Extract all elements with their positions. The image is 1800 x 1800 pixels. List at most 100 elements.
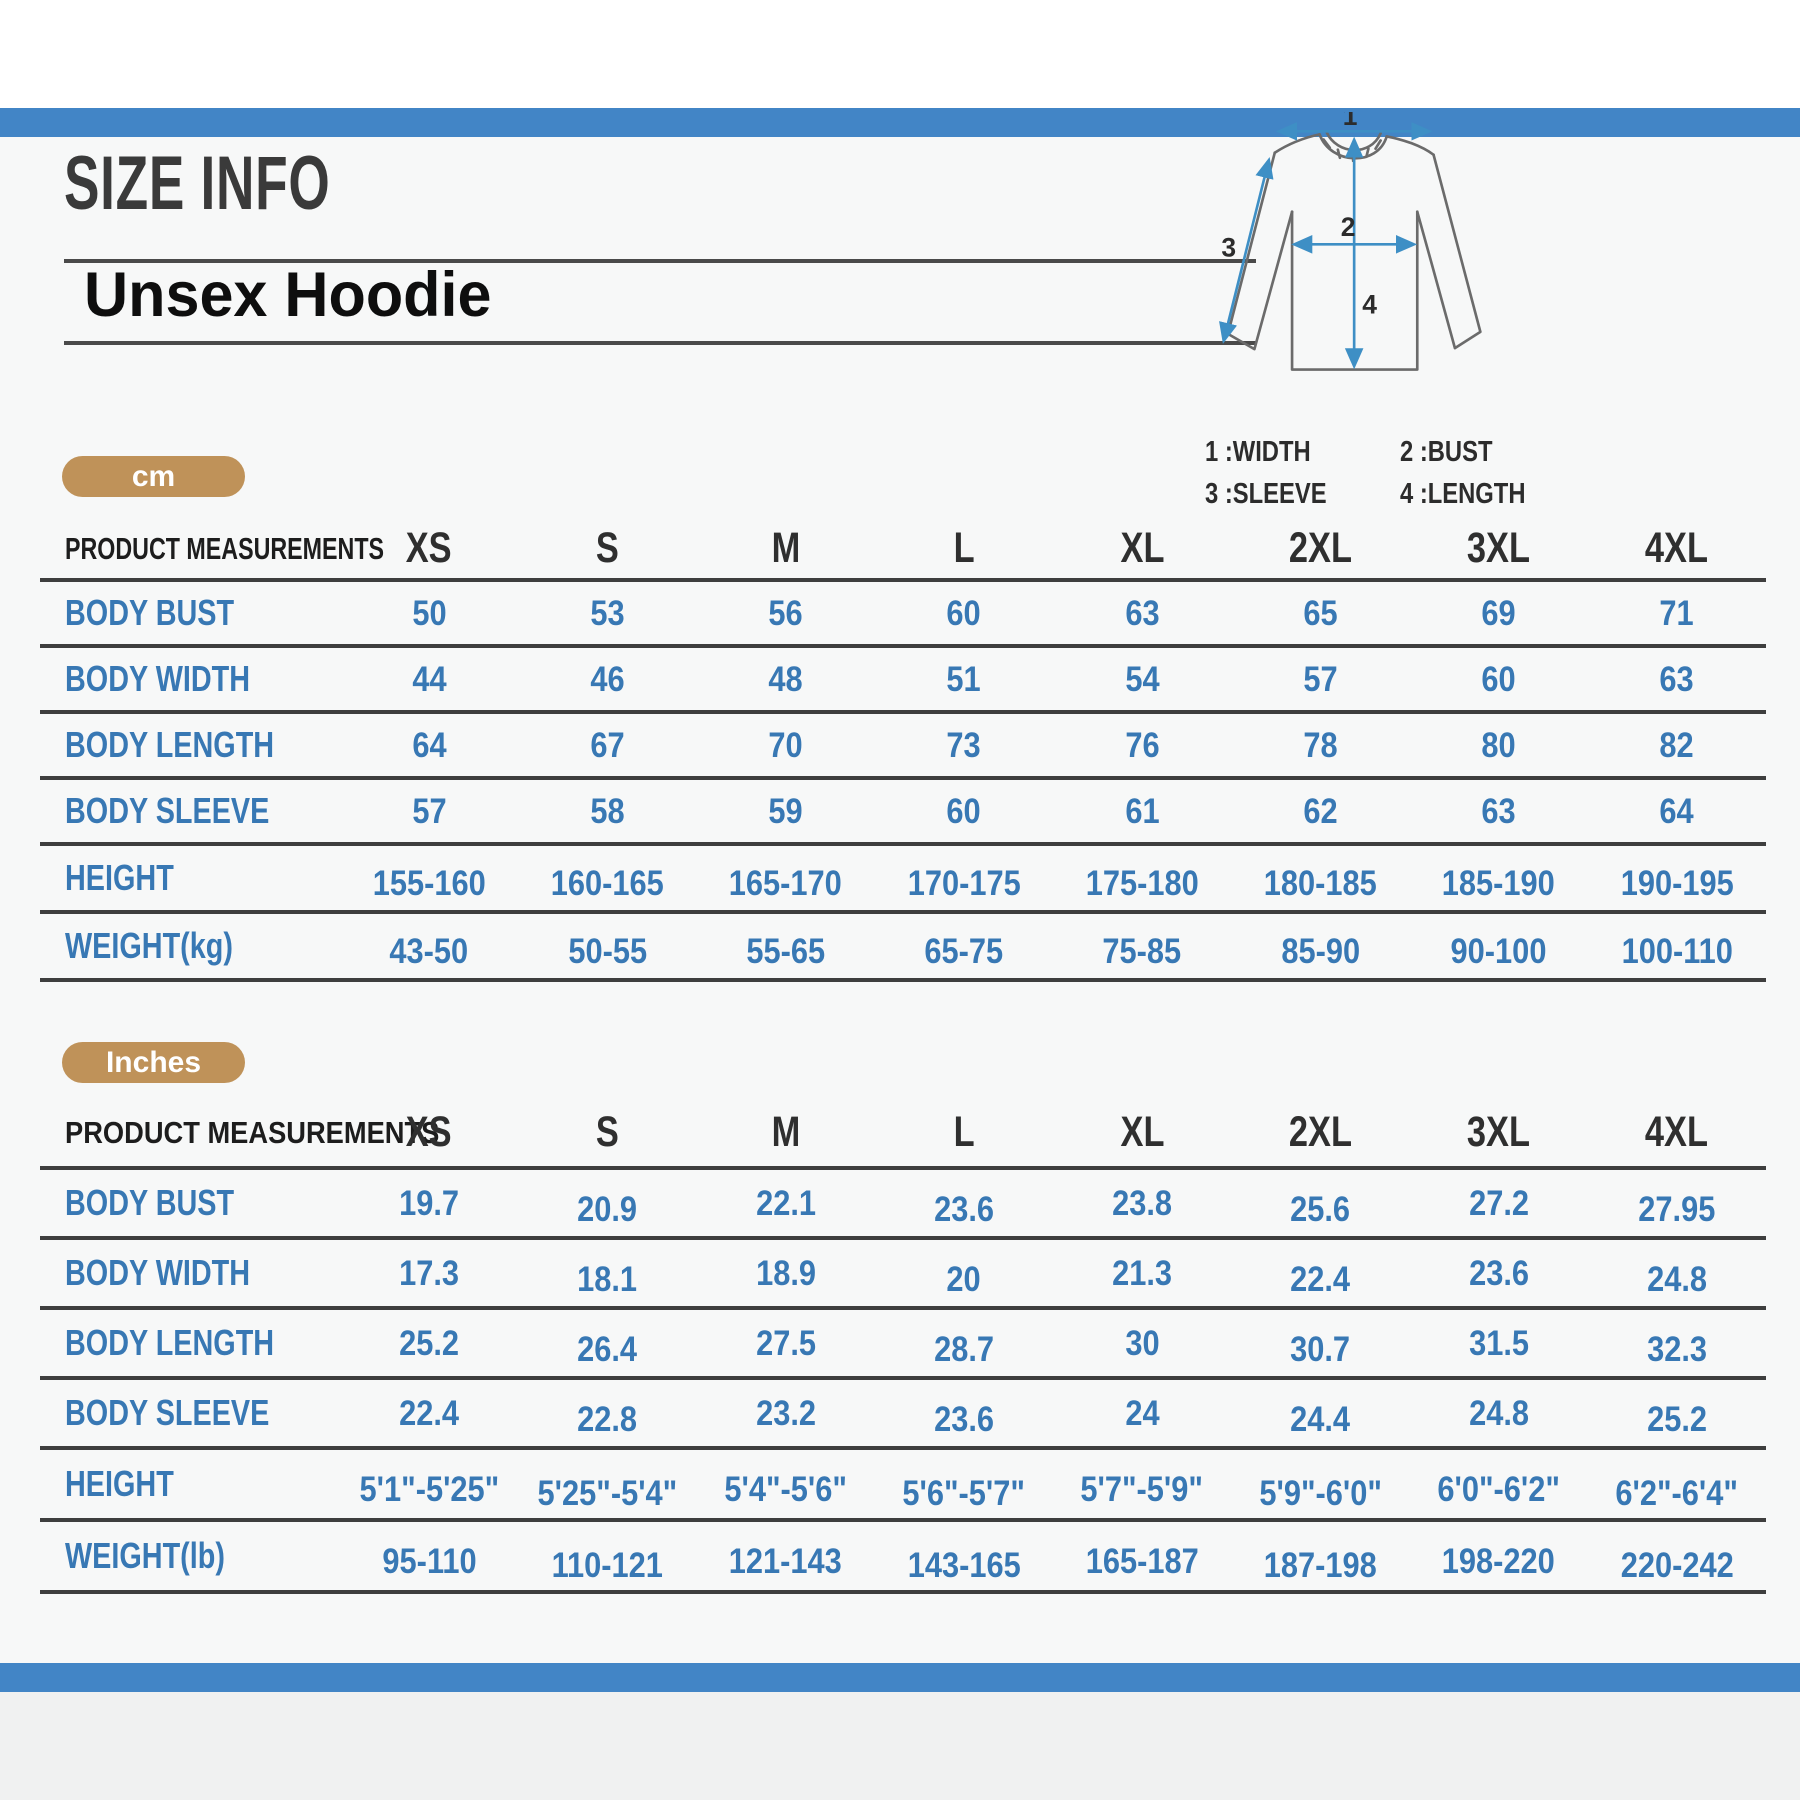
value-cell: 22.8 [518,1396,696,1437]
unit-badge-cm: cm [62,456,245,497]
value-cell: 185-190 [1410,861,1588,901]
table-row: BODY SLEEVE 22.4 22.8 23.2 23.6 24 24.4 24.8 25.… [40,1380,1766,1450]
value-cell-text: 190-195 [1620,863,1734,903]
arrow-label-sleeve: 3 [1221,233,1236,263]
value-cell: 175-180 [1053,861,1231,901]
arrow-label-length: 4 [1362,290,1377,320]
value-cell: 27.2 [1410,1186,1588,1221]
value-cell-text: 5'4"-5'6" [724,1469,847,1509]
size-header: S [518,1110,696,1154]
value-cell: 44 [340,662,518,697]
value-cell-text: 61 [1124,791,1160,831]
value-cell: 5'7"-5'9" [1053,1467,1231,1507]
value-cell-text: 73 [946,725,982,765]
value-cell: 53 [518,596,696,631]
value-cell-text: 24.4 [1290,1399,1351,1439]
value-cell-text: 22.1 [755,1183,816,1223]
value-cell-text: 5'6"-5'7" [902,1473,1026,1513]
value-cell: 5'6"-5'7" [875,1467,1053,1511]
value-cell-text: 24.8 [1468,1393,1529,1433]
value-cell: 160-165 [518,861,696,901]
row-label: BODY BUST [40,595,340,631]
row-label: WEIGHT(kg) [40,928,340,964]
value-cell: 75-85 [1053,929,1231,969]
size-header-text: XL [1120,1107,1165,1156]
page-title: SIZE INFO [64,146,445,222]
value-cell: 30.7 [1231,1326,1409,1367]
value-cell: 165-187 [1053,1539,1231,1579]
value-cell: 58 [518,794,696,829]
value-cell-text: 23.8 [1112,1183,1173,1223]
value-cell-text: 65 [1303,593,1338,633]
value-cell: 23.6 [1410,1256,1588,1291]
value-cell-text: 67 [590,725,625,765]
size-header: 2XL [1231,1107,1409,1156]
value-cell-text: 20.9 [577,1189,638,1229]
size-header-text: 2XL [1288,523,1352,572]
value-cell: 22.1 [697,1186,875,1221]
value-cell-text: 143-165 [907,1545,1021,1585]
value-cell: 55-65 [697,929,875,969]
value-cell: 24.8 [1588,1256,1766,1297]
legend-sleeve: 3 :SLEEVE [1205,478,1327,510]
value-cell-text: 180-185 [1263,863,1377,903]
value-cell-text: 5'25"-5'4" [537,1473,678,1513]
top-accent-bar [0,108,1800,137]
measurements-header-text: PRODUCT MEASUREMENTS [65,530,385,566]
value-cell: 100-110 [1588,929,1766,969]
measurement-arrows [1219,122,1433,370]
value-cell-text: 5'9"-6'0" [1259,1473,1382,1513]
value-cell: 5'25"-5'4" [518,1467,696,1511]
row-label-text: BODY WIDTH [65,658,251,699]
value-cell-text: 90-100 [1450,931,1547,971]
table-row: BODY SLEEVE 57 58 59 60 61 62 63 64 [40,780,1766,846]
product-name: Unsex Hoodie [84,264,504,327]
size-header: L [875,526,1053,570]
value-cell: 51 [875,662,1053,697]
table-row: HEIGHT 155-160 160-165 165-170 170-175 175-18… [40,846,1766,914]
value-cell-text: 100-110 [1621,931,1733,971]
value-cell: 17.3 [340,1256,518,1291]
value-cell-text: 48 [768,659,803,699]
value-cell-text: 44 [411,659,447,699]
value-cell-text: 59 [768,791,803,831]
value-cell-text: 27.2 [1468,1183,1529,1223]
size-header-text: 2XL [1288,1107,1352,1156]
value-cell-text: 165-170 [729,863,843,903]
page-title-text: SIZE INFO [64,141,331,226]
size-header: 2XL [1231,523,1409,572]
value-cell: 59 [697,794,875,829]
value-cell: 69 [1410,596,1588,631]
value-cell-text: 22.8 [577,1399,638,1439]
value-cell-text: 75-85 [1102,931,1182,971]
value-cell: 143-165 [875,1539,1053,1583]
value-cell-text: 46 [590,659,625,699]
table-row: BODY BUST 19.7 20.9 22.1 23.6 23.8 25.6 27.2 27.… [40,1170,1766,1240]
measurements-header: PRODUCT MEASUREMENTS [40,533,384,564]
value-cell-text: 25.2 [399,1323,460,1363]
value-cell-text: 20 [946,1259,982,1299]
value-cell-text: 69 [1481,593,1516,633]
table-row: BODY WIDTH 17.3 18.1 18.9 20 21.3 22.4 23.6 24.8 [40,1240,1766,1310]
value-cell: 190-195 [1588,861,1766,901]
table-row: WEIGHT(kg) 43-50 50-55 55-65 65-75 75-85 85-90… [40,914,1766,982]
value-cell-text: 50 [411,593,447,633]
value-cell: 60 [875,596,1053,631]
top-margin [0,0,1800,108]
value-cell-text: 23.6 [933,1399,994,1439]
size-header: 3XL [1410,526,1588,570]
value-cell: 23.6 [875,1396,1053,1437]
value-cell-text: 170-175 [907,863,1021,903]
value-cell: 95-110 [340,1539,518,1579]
value-cell: 27.5 [697,1326,875,1361]
value-cell: 80 [1410,728,1588,763]
bottom-margin [0,1692,1800,1800]
size-header: S [518,526,696,570]
value-cell: 21.3 [1053,1256,1231,1291]
value-cell-text: 57 [411,791,447,831]
size-header-text: XL [1120,523,1165,572]
size-header-text: L [953,1107,975,1156]
size-table-inches: PRODUCT MEASUREMENTS XS S M L XL 2XL 3XL 4XL BODY… [40,1098,1766,1594]
size-header: M [697,526,875,570]
